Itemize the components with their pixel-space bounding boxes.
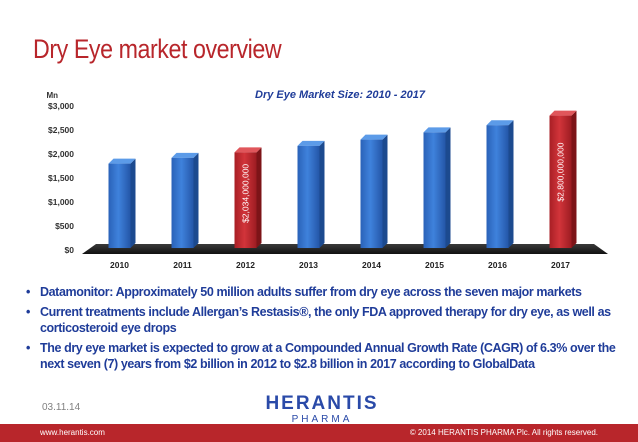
footer-copyright: © 2014 HERANTIS PHARMA Plc. All rights r…: [409, 428, 598, 437]
company-logo: HERANTIS PHARMA: [252, 393, 392, 427]
bullet-item: • Datamonitor: Approximately 50 million a…: [26, 284, 626, 300]
market-size-chart: Dry Eye Market Size: 2010 - 2017 Mn $0 $500…: [18, 82, 620, 276]
x-tick-label: 2013: [299, 260, 318, 270]
bullet-marker: •: [26, 285, 30, 299]
y-tick-label: $500: [55, 221, 74, 231]
chart-svg: Dry Eye Market Size: 2010 - 2017 Mn $0 $500…: [46, 89, 608, 270]
bar: [360, 139, 383, 248]
bar: [423, 132, 446, 248]
chart-title: Dry Eye Market Size: 2010 - 2017: [255, 89, 426, 101]
logo-sub: PHARMA: [291, 414, 353, 425]
bullet-item: • Current treatments include Allergan’s R…: [26, 304, 626, 336]
bar: [297, 145, 320, 248]
y-tick-label: $3,000: [48, 101, 74, 111]
y-tick-label: $0: [65, 245, 75, 255]
footer-website: www.herantis.com: [40, 428, 105, 437]
bar-side: [508, 120, 514, 248]
x-tick-label: 2012: [236, 260, 255, 270]
bullet-list: • Datamonitor: Approximately 50 million a…: [26, 284, 626, 376]
bar-top: [549, 110, 577, 116]
y-axis-label: Mn: [46, 91, 58, 100]
bar-top: [423, 127, 451, 133]
footer-bar: www.herantis.com © 2014 HERANTIS PHARMA …: [0, 424, 638, 442]
bar: [108, 163, 131, 248]
bullet-text: The dry eye market is expected to grow a…: [40, 341, 616, 371]
x-tick-label: 2015: [425, 260, 444, 270]
x-tick-label: 2016: [488, 260, 507, 270]
bullet-text: Current treatments include Allergan’s Re…: [40, 305, 611, 335]
bar: [171, 157, 194, 248]
bar-top: [234, 147, 262, 153]
x-tick-label: 2017: [551, 260, 570, 270]
bar-side: [571, 110, 577, 248]
bar-side: [256, 147, 262, 248]
bar-top: [171, 152, 199, 158]
bullet-text: Datamonitor: Approximately 50 million ad…: [40, 285, 582, 299]
bar-top: [108, 158, 136, 164]
bullet-marker: •: [26, 341, 30, 355]
y-tick-label: $2,000: [48, 149, 74, 159]
bar-side: [319, 140, 325, 248]
x-tick-label: 2010: [110, 260, 129, 270]
logo-name: HERANTIS: [265, 393, 379, 414]
y-tick-label: $1,000: [48, 197, 74, 207]
bar-top: [486, 120, 514, 126]
bar-side: [130, 158, 136, 248]
bar: [486, 125, 509, 248]
y-tick-label: $2,500: [48, 125, 74, 135]
bar-side: [382, 134, 388, 248]
slide-date: 03.11.14: [42, 402, 81, 413]
bullet-marker: •: [26, 305, 30, 319]
bullet-item: • The dry eye market is expected to grow …: [26, 340, 626, 372]
x-tick-label: 2014: [362, 260, 381, 270]
bar-side: [193, 152, 199, 248]
bar-top: [297, 140, 325, 146]
chart-floor: [82, 244, 608, 254]
bar-data-label: $2,034,000,000: [241, 164, 251, 223]
bar-top: [360, 134, 388, 140]
page-title: Dry Eye market overview: [33, 34, 282, 64]
y-tick-label: $1,500: [48, 173, 74, 183]
bar-data-label: $2,800,000,000: [556, 142, 566, 201]
bar: [549, 115, 572, 248]
x-tick-label: 2011: [173, 260, 192, 270]
bar-side: [445, 127, 451, 248]
bar: [234, 152, 257, 248]
